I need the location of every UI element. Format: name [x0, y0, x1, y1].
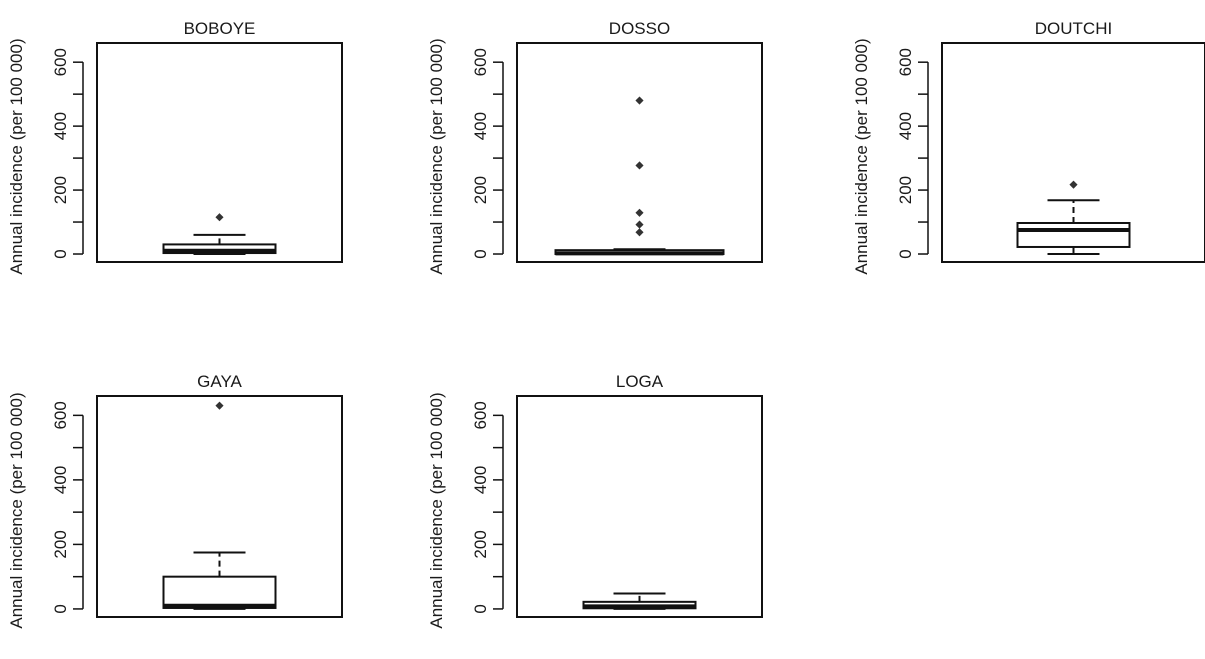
y-tick-label: 600	[51, 401, 70, 429]
panel-title: GAYA	[197, 372, 242, 391]
panel-doutchi: DOUTCHI 0 200 400 600 Annual incidence (per 1…	[852, 19, 1205, 275]
panel-title: DOUTCHI	[1035, 19, 1112, 38]
y-tick-label: 400	[51, 112, 70, 140]
panel-loga: LOGA 0 200 400 600 Annual incidence (per 100 …	[427, 372, 763, 629]
outlier-point	[635, 208, 644, 217]
plot-frame	[516, 42, 763, 263]
outlier-point	[635, 228, 644, 237]
y-tick-label: 0	[51, 249, 70, 258]
panel-gaya: GAYA 0 200 400 600 Annual incidence (per 100 …	[7, 372, 343, 629]
y-tick-label: 0	[471, 604, 490, 613]
outlier-point	[215, 401, 224, 410]
outlier-point	[635, 161, 644, 170]
outlier-point	[215, 213, 224, 222]
y-tick-label: 0	[896, 249, 915, 258]
outlier-point	[635, 220, 644, 229]
y-axis-label: Annual incidence (per 100 000)	[427, 392, 446, 628]
panel-title: LOGA	[616, 372, 664, 391]
panel-title: DOSSO	[609, 19, 670, 38]
y-tick-label: 400	[471, 466, 490, 494]
y-tick-label: 400	[51, 466, 70, 494]
panel-dosso: DOSSO 0 200 400 600 Annual incidence (per 100…	[427, 19, 763, 275]
y-tick-label: 400	[896, 112, 915, 140]
y-tick-label: 200	[471, 176, 490, 204]
plot-frame	[941, 42, 1205, 263]
y-axis-label: Annual incidence (per 100 000)	[7, 392, 26, 628]
y-tick-label: 600	[896, 48, 915, 76]
plot-frame	[96, 42, 343, 263]
y-tick-label: 0	[471, 249, 490, 258]
y-tick-label: 600	[51, 48, 70, 76]
plot-frame	[96, 395, 343, 618]
iqr-box	[162, 243, 277, 255]
outlier-point	[635, 96, 644, 105]
panel-title: BOBOYE	[184, 19, 256, 38]
y-tick-label: 600	[471, 48, 490, 76]
outlier-point	[1069, 180, 1078, 189]
y-tick-label: 400	[471, 112, 490, 140]
y-tick-label: 200	[896, 176, 915, 204]
plot-frame	[516, 395, 763, 618]
y-axis-label: Annual incidence (per 100 000)	[7, 38, 26, 274]
y-tick-label: 200	[471, 530, 490, 558]
iqr-box	[162, 575, 277, 609]
iqr-box	[1016, 221, 1131, 248]
y-axis-label: Annual incidence (per 100 000)	[427, 38, 446, 274]
y-tick-label: 200	[51, 530, 70, 558]
y-tick-label: 200	[51, 176, 70, 204]
y-axis-label: Annual incidence (per 100 000)	[852, 38, 871, 274]
y-tick-label: 0	[51, 604, 70, 613]
panel-boboye: BOBOYE 0 200 400 600 Annual incidence (per 10…	[7, 19, 343, 275]
y-tick-label: 600	[471, 401, 490, 429]
